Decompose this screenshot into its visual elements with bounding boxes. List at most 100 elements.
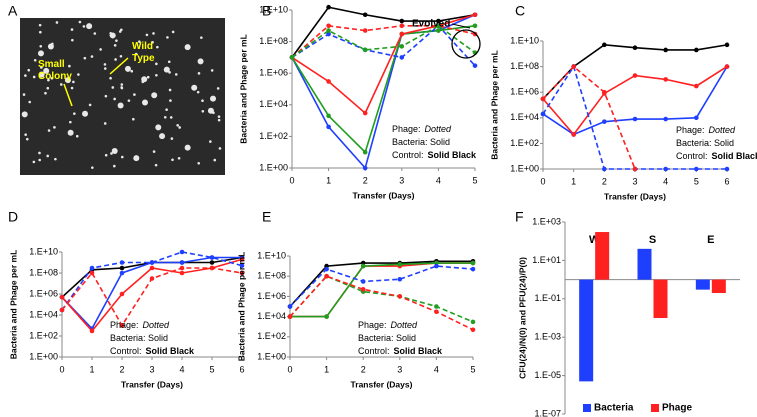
colony [38,158,41,162]
marker [571,64,576,69]
marker [209,255,215,260]
marker [119,291,125,297]
colony [163,66,170,73]
colony [68,64,71,68]
x-tick-label: 3 [149,364,154,374]
colonies [21,20,222,169]
colony-image [20,18,225,175]
note-label: Phage: [110,320,139,330]
y-tick-label: 1.E+06 [29,288,58,298]
x-tick-label: 4 [179,364,184,374]
y-tick-label: 1.E-01 [534,293,561,303]
series-line [291,14,476,170]
colony [111,147,118,154]
marker [89,265,95,271]
panel-a: A Small Colony Wild Type [8,3,225,175]
marker [470,319,476,325]
colony [209,140,212,143]
y-tick-label: 1.E-05 [534,370,561,380]
marker [470,266,476,272]
y-tick-label: 1.E+04 [510,112,539,122]
colony [169,116,173,119]
y-tick-label: 1.E+06 [259,68,288,78]
small-colony-label: Small Colony [38,59,72,82]
colony [120,155,124,159]
marker [326,124,331,130]
colony [186,47,189,50]
colony [40,66,43,69]
legend-label: Bacteria [594,403,634,414]
colony [118,30,122,33]
colony [33,58,37,62]
y-tick-label: 1.E+02 [29,330,58,340]
bar [653,279,668,318]
colony [124,65,131,72]
note-label: Bacteria: Solid [392,137,450,147]
y-tick-label: 1.E+06 [257,291,286,301]
colony [119,54,123,58]
marker [602,119,607,124]
y-tick-label: 1.E+10 [259,4,288,14]
marker [602,166,607,172]
marker [632,73,638,78]
y-tick-label: 1.E+03 [532,216,561,226]
colony [99,48,102,51]
x-tick-label: 0 [540,176,545,186]
colony [218,147,222,150]
marker [326,79,331,84]
note-label: Bacteria: Solid [358,333,416,343]
colony [25,137,29,141]
colony [134,52,138,56]
note-value: Solid Black [428,150,478,160]
note-label: Phage: [358,320,387,330]
colony [210,95,217,102]
series-line [289,260,473,308]
y-tick-label: 1.E+00 [29,351,58,361]
colony [141,76,148,83]
y-tick-label: 1.E-03 [534,332,561,342]
note-label: Phage: [676,125,705,135]
y-tick-label: 1.E+08 [29,267,58,277]
arrow [63,83,73,107]
marker [663,77,668,82]
marker [119,323,125,328]
marker [571,132,576,137]
colony [113,164,116,168]
y-tick-label: 1.E+10 [510,35,539,45]
colony [217,115,221,118]
colony [191,84,198,91]
y-tick-label: 1.E+04 [29,309,58,319]
marker [149,265,155,271]
marker [724,166,730,172]
colony [154,163,158,167]
colony [109,76,112,80]
marker [287,314,293,319]
colony [197,58,204,65]
colony [117,102,124,109]
colony [133,93,136,96]
colony [177,157,181,160]
marker [119,260,125,265]
x-tick-label: 3 [399,175,404,185]
colony [113,44,117,47]
colony [71,38,74,42]
colony [46,86,50,90]
x-tick-label: 3 [632,176,637,186]
marker [179,249,185,255]
note: Phage: Dotted [676,125,736,135]
x-tick-label: 1 [571,176,576,186]
colony [133,155,140,162]
x-axis-title: Transfer (Days) [604,191,666,201]
arrow [109,57,129,75]
y-tick-label: 1.E+10 [29,246,58,256]
colony [70,28,74,31]
colony [151,92,158,99]
colony [32,160,36,164]
y-axis-title: CFU(24)/N(0) and PFU(24)/P(0) [517,257,527,379]
marker [399,31,405,37]
colony [171,30,175,34]
note-label: Bacteria: Solid [676,138,734,148]
x-tick-label: 1 [326,175,331,185]
y-tick-label: 1.E+06 [510,87,539,97]
colony [166,36,169,39]
